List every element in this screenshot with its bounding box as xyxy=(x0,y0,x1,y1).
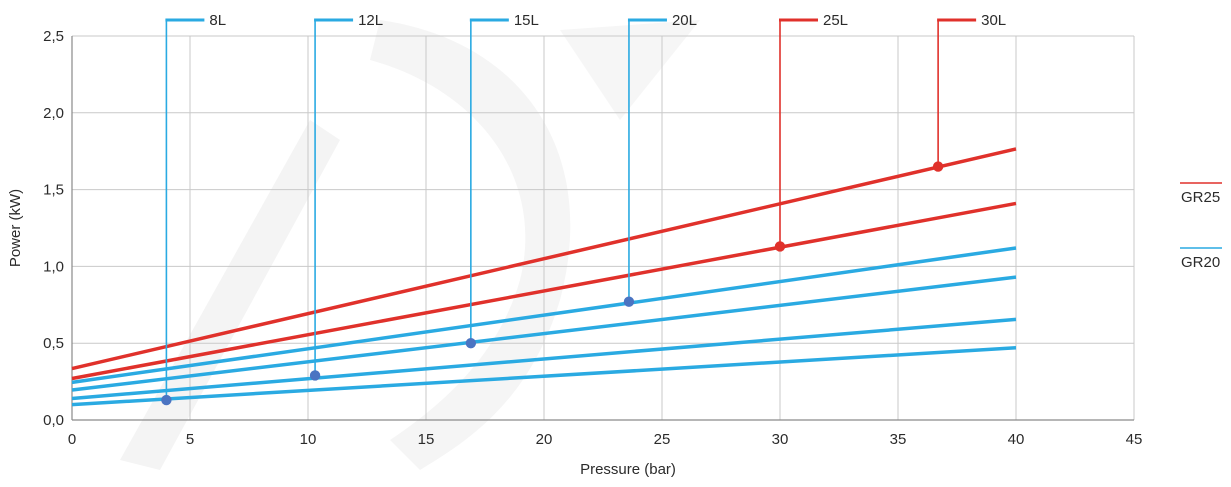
x-tick-label: 25 xyxy=(654,431,671,448)
x-tick-label: 45 xyxy=(1126,431,1143,448)
y-tick-label: 0,0 xyxy=(43,412,64,429)
series-line-gr25 xyxy=(71,201,1017,381)
x-tick-label: 10 xyxy=(300,431,317,448)
marker-30l-point xyxy=(932,161,944,172)
series-line-gr25 xyxy=(71,147,1017,371)
marker-15l-label: 15L xyxy=(514,12,539,29)
marker-15l-point xyxy=(465,338,477,349)
marker-8l-label: 8L xyxy=(209,12,226,29)
x-tick-label: 35 xyxy=(890,431,907,448)
flow-markers: 8L 12L 15L 20L 25L 30L xyxy=(161,12,1006,406)
x-tick-label: 5 xyxy=(186,431,194,448)
series-line-gr20 xyxy=(71,246,1017,385)
marker-8l-point xyxy=(161,394,172,406)
series-lines xyxy=(71,147,1017,407)
y-axis-title: Power (kW) xyxy=(7,189,24,267)
y-tick-label: 1,5 xyxy=(43,182,64,199)
x-tick-label: 0 xyxy=(68,431,76,448)
marker-20l-label: 20L xyxy=(672,12,697,29)
x-tick-label: 15 xyxy=(418,431,435,448)
x-tick-label: 40 xyxy=(1008,431,1025,448)
marker-20l-point xyxy=(623,296,635,307)
y-tick-label: 2,5 xyxy=(43,28,64,45)
y-tick-label: 1,0 xyxy=(43,258,64,275)
y-tick-label: 0,5 xyxy=(43,335,64,352)
series-line-gr20 xyxy=(71,346,1017,407)
x-tick-label: 30 xyxy=(772,431,789,448)
legend-gr20-label: GR20 xyxy=(1181,254,1220,271)
x-axis-title: Pressure (bar) xyxy=(580,461,676,478)
series-line-gr20 xyxy=(71,317,1017,401)
marker-12l-point xyxy=(309,370,321,381)
axes: 0 5 10 15 20 25 30 35 40 45 0,0 0,5 1,0 1,5 2,0 2,5 xyxy=(43,28,1142,448)
legend: GR25 GR20 xyxy=(1180,182,1222,271)
marker-30l-label: 30L xyxy=(981,12,1006,29)
marker-12l-label: 12L xyxy=(358,12,383,29)
legend-gr25-label: GR25 xyxy=(1181,189,1220,206)
marker-25l-label: 25L xyxy=(823,12,848,29)
watermark xyxy=(120,20,700,470)
marker-25l-point xyxy=(774,241,786,252)
x-tick-label: 20 xyxy=(536,431,553,448)
y-tick-label: 2,0 xyxy=(43,105,64,122)
series-line-gr20 xyxy=(71,275,1017,392)
